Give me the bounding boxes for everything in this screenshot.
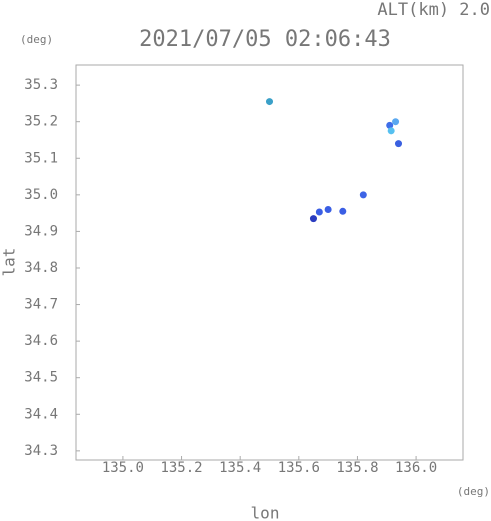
echo-point [359, 191, 367, 199]
echo-point [266, 98, 273, 106]
y-tick-label: 35.3 [24, 77, 58, 93]
x-tick-label: 135.0 [102, 460, 144, 476]
y-tick-label: 35.1 [24, 150, 58, 166]
y-tick-label: 34.4 [24, 406, 58, 422]
y-tick-label: 35.0 [24, 187, 58, 203]
chart-title: 2021/07/05 02:06:43 [139, 27, 391, 52]
echo-point [315, 208, 323, 216]
y-tick-label: 35.2 [24, 114, 58, 130]
y-tick-label: 34.7 [24, 297, 58, 313]
echo-point [395, 140, 402, 148]
y-unit: (deg) [20, 33, 53, 46]
y-tick-label: 34.3 [24, 443, 58, 459]
echo-point [386, 121, 394, 129]
x-tick-label: 135.6 [278, 460, 320, 476]
y-tick-label: 34.5 [24, 370, 58, 386]
echo-point [387, 127, 395, 135]
y-tick-label: 34.8 [24, 260, 58, 276]
echo-point [324, 205, 332, 213]
y-axis-label: lat [0, 248, 19, 277]
x-unit: (deg) [457, 485, 490, 498]
x-tick-label: 135.4 [219, 460, 261, 476]
echo-point [392, 118, 400, 126]
x-tick-label: 135.8 [336, 460, 378, 476]
echo-point [339, 207, 347, 215]
altitude: ALT(km) 2.0 [377, 0, 490, 20]
y-tick-label: 34.9 [24, 223, 58, 239]
x-axis-label: lon [251, 504, 280, 521]
plot-frame [75, 64, 464, 461]
y-tick-label: 34.6 [24, 333, 58, 349]
x-tick-label: 136.0 [395, 460, 437, 476]
x-tick-label: 135.2 [160, 460, 202, 476]
echo-point [309, 215, 317, 223]
